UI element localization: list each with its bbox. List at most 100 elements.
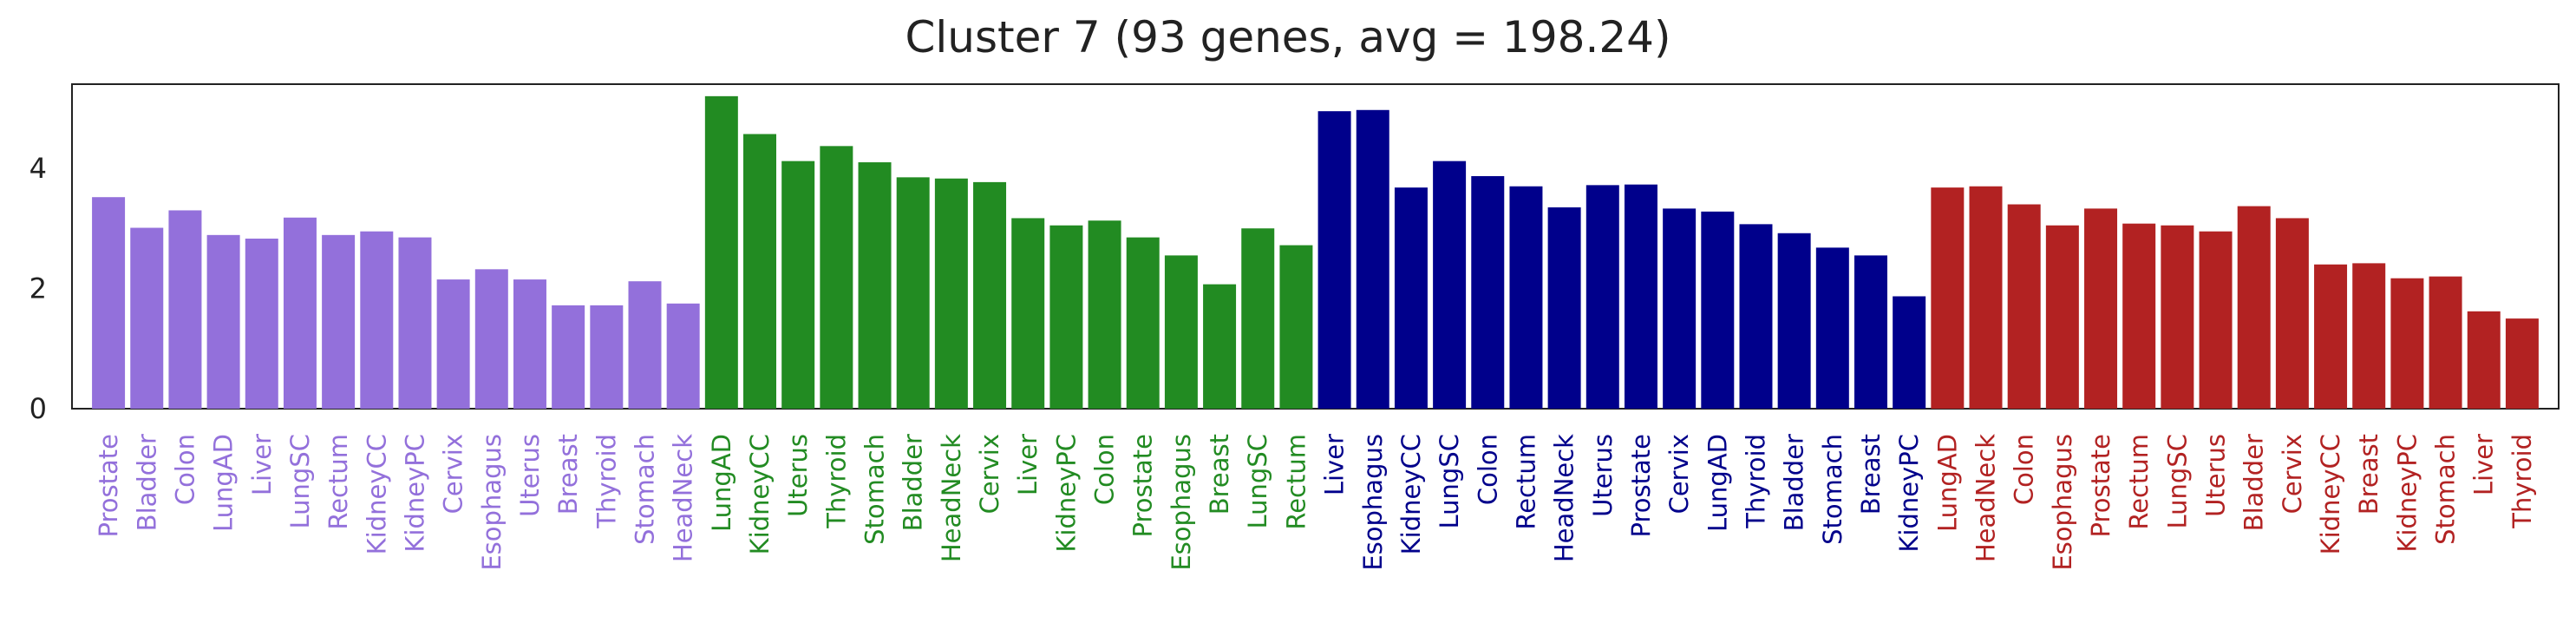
bar-bladder — [1777, 233, 1811, 409]
bar-cervix — [436, 279, 470, 409]
x-tick-label: Esophagus — [1358, 434, 1388, 571]
bar-rectum — [322, 234, 356, 409]
bar-prostate — [2084, 208, 2118, 409]
bars-group — [92, 95, 2539, 410]
x-tick-label: LungAD — [707, 434, 736, 532]
bar-thyroid — [1739, 224, 1773, 409]
bar-cervix — [973, 181, 1007, 409]
x-tick-label: KidneyPC — [1894, 434, 1924, 553]
x-tick-label: KidneyCC — [1396, 434, 1426, 554]
bar-prostate — [1624, 184, 1657, 409]
bar-lungad — [206, 234, 240, 409]
bar-rectum — [1509, 186, 1543, 410]
x-tick-label: HeadNeck — [1550, 434, 1579, 562]
bar-colon — [1471, 175, 1505, 409]
bar-esophagus — [2045, 225, 2079, 409]
x-tick-label: Cervix — [975, 434, 1004, 514]
x-tick-label: HeadNeck — [937, 434, 966, 562]
bar-stomach — [858, 162, 892, 410]
y-axis: 0 2 4 — [29, 152, 47, 425]
x-tick-label: LungSC — [2162, 434, 2192, 528]
bar-kidneycc — [1394, 187, 1428, 409]
x-tick-label: Rectum — [1511, 434, 1540, 530]
x-tick-label: Stomach — [860, 434, 890, 545]
bar-stomach — [1815, 247, 1849, 409]
x-tick-label: Stomach — [2431, 434, 2461, 545]
bar-headneck — [1547, 207, 1581, 409]
bar-esophagus — [1356, 109, 1389, 409]
plot-frame — [71, 83, 2560, 410]
bar-lungsc — [1241, 228, 1275, 409]
x-tick-label: Rectum — [324, 434, 353, 530]
x-tick-label: Colon — [1473, 434, 1502, 505]
x-tick-label: Prostate — [2086, 434, 2115, 537]
x-tick-label: Breast — [1205, 434, 1234, 515]
x-tick-label: LungAD — [1932, 434, 1962, 532]
x-tick-label: KidneyCC — [2316, 434, 2345, 554]
x-tick-label: LungAD — [209, 434, 239, 532]
bar-thyroid — [2505, 318, 2539, 409]
bar-uterus — [2199, 231, 2233, 409]
y-tick-label: 4 — [29, 152, 47, 185]
bar-kidneypc — [2390, 278, 2424, 409]
bar-uterus — [1585, 185, 1619, 410]
bar-liver — [1317, 111, 1351, 410]
x-tick-label: LungSC — [1435, 434, 1464, 528]
bar-lungad — [1931, 187, 1965, 409]
x-tick-label: Cervix — [2278, 434, 2307, 514]
x-tick-label: Colon — [1090, 434, 1120, 505]
x-tick-label: Thyroid — [821, 434, 851, 529]
bar-breast — [552, 305, 585, 409]
x-tick-label: Esophagus — [477, 434, 507, 571]
y-tick-label: 0 — [29, 392, 47, 425]
bar-bladder — [896, 177, 930, 409]
bar-prostate — [92, 197, 126, 409]
bar-liver — [1011, 218, 1045, 409]
bar-lungsc — [2161, 225, 2194, 409]
x-tick-label: Thyroid — [1741, 434, 1770, 529]
x-tick-label: LungAD — [1703, 434, 1732, 532]
bar-uterus — [781, 161, 815, 409]
bar-kidneycc — [2314, 264, 2348, 409]
x-tick-label: HeadNeck — [1971, 434, 2001, 562]
x-tick-label: Stomach — [630, 434, 659, 545]
bar-liver — [245, 239, 278, 409]
x-tick-label: Rectum — [2124, 434, 2154, 530]
x-tick-label: Liver — [247, 434, 277, 495]
x-tick-label: Esophagus — [2048, 434, 2077, 571]
bar-headneck — [1969, 186, 2003, 410]
x-tick-label: Esophagus — [1167, 434, 1196, 571]
bar-kidneycc — [360, 231, 394, 409]
bar-colon — [2007, 204, 2041, 409]
bar-lungsc — [1433, 161, 1467, 409]
bar-stomach — [628, 281, 662, 409]
bar-breast — [1203, 284, 1237, 409]
y-tick-label: 2 — [29, 272, 47, 305]
bar-breast — [2352, 263, 2386, 409]
x-tick-label: Breast — [1856, 434, 1886, 515]
x-tick-label: Cervix — [1664, 434, 1694, 514]
x-tick-label: Uterus — [1588, 434, 1618, 517]
bar-lungad — [1701, 211, 1735, 409]
bar-breast — [1854, 255, 1887, 409]
x-tick-label: Prostate — [94, 434, 123, 537]
bar-uterus — [513, 279, 546, 409]
x-tick-label: Uterus — [515, 434, 545, 517]
x-tick-label: Uterus — [783, 434, 813, 517]
x-tick-label: Uterus — [2201, 434, 2231, 517]
bar-prostate — [1126, 237, 1160, 409]
x-tick-label: LungSC — [1243, 434, 1272, 528]
bar-bladder — [130, 227, 164, 409]
bar-esophagus — [1164, 255, 1198, 409]
x-tick-label: Rectum — [1281, 434, 1311, 530]
bar-lungad — [704, 95, 738, 409]
bar-thyroid — [820, 146, 853, 409]
x-tick-label: LungSC — [285, 434, 315, 528]
bar-cervix — [1663, 208, 1697, 409]
x-tick-label: KidneyPC — [2392, 434, 2422, 553]
x-tick-label: Prostate — [1626, 434, 1656, 537]
x-tick-label: KidneyPC — [400, 434, 429, 553]
bar-headneck — [934, 178, 968, 410]
x-tick-label: Bladder — [2239, 434, 2269, 531]
bar-thyroid — [590, 305, 624, 409]
